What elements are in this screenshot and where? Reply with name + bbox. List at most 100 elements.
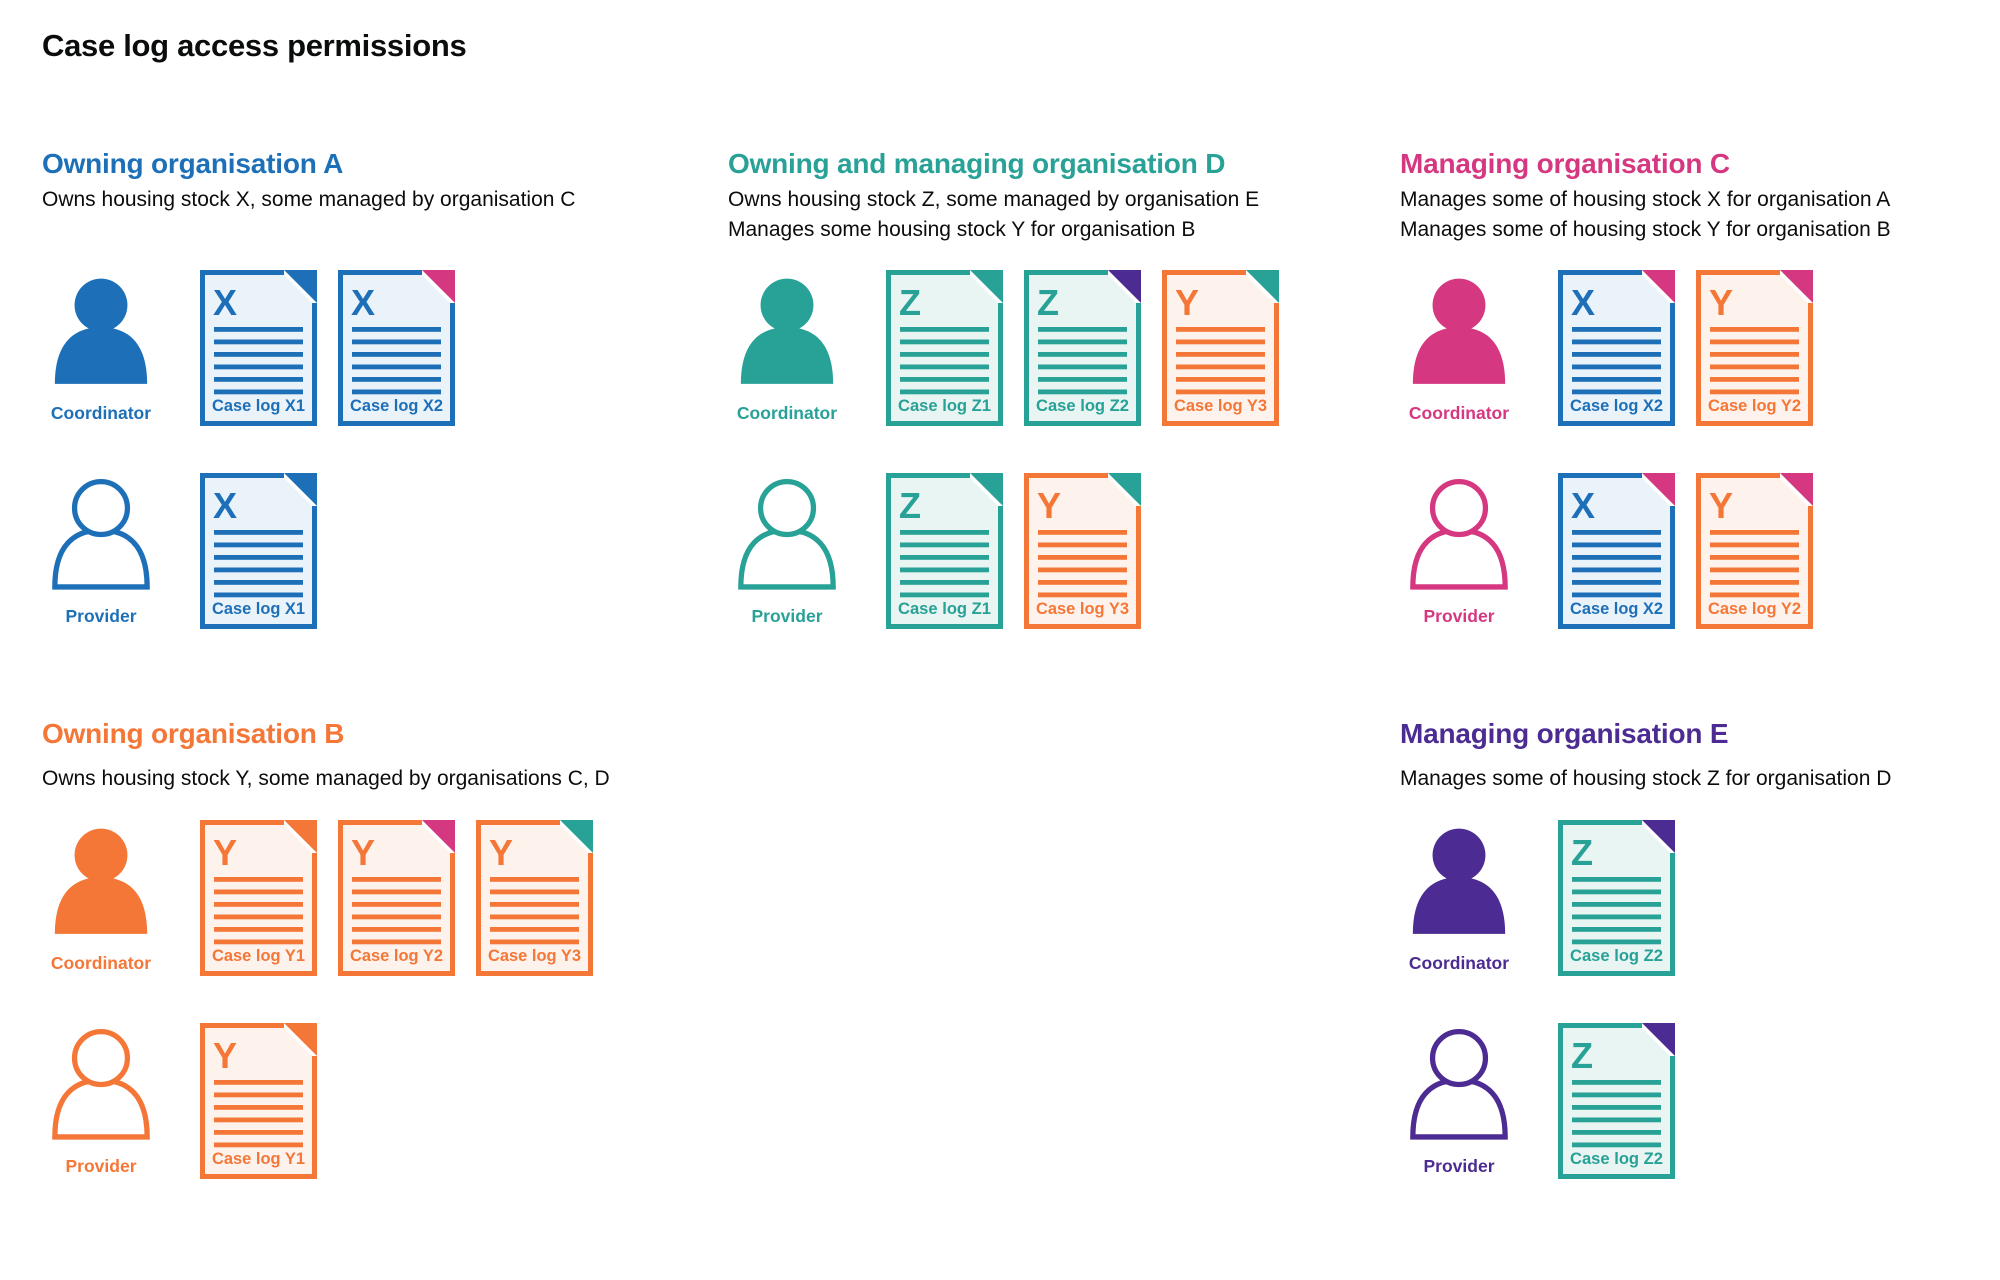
folded-corner-icon [284,270,317,303]
doc-text-lines [352,927,441,932]
case-log-doc-icon: Y Case log Y3 [1162,270,1279,426]
role-label: Coordinator [736,403,838,423]
doc-text-lines [352,902,441,907]
case-log-doc: Y Case log Y3 [1024,473,1141,629]
doc-label: Case log X2 [350,396,443,415]
doc-text-lines [1572,927,1661,932]
folded-corner-icon [422,820,455,853]
doc-text-lines [1038,327,1127,332]
doc-text-lines [214,939,303,945]
doc-text-lines [214,352,303,357]
case-log-doc-icon: Y Case log Y3 [476,820,593,976]
doc-stock-letter: Y [1037,485,1061,526]
coordinator-row: Coordinator Z Case log Z2 [1400,820,1696,976]
case-log-doc: X Case log X1 [200,473,317,629]
provider-person: Provider [728,473,846,625]
provider-person: Provider [1400,473,1518,625]
folded-corner-icon [1108,270,1141,303]
doc-text-lines [490,877,579,882]
coordinator-person: Coordinator [42,270,160,422]
org-section-org-c: Managing organisation C Manages some of … [1400,140,2000,629]
org-description: Manages some of housing stock X for orga… [1400,185,2000,245]
doc-text-lines [1038,364,1127,370]
org-section-org-b: Owning organisation B Owns housing stock… [42,690,702,1179]
doc-text-lines [1572,902,1661,907]
provider-person-icon [738,478,836,590]
folded-corner-icon [1642,820,1675,853]
doc-text-lines [1572,1080,1661,1085]
doc-stock-letter: Y [351,832,375,873]
provider-person-icon [52,1028,150,1140]
folded-corner-icon [284,473,317,506]
doc-text-lines [900,555,989,560]
doc-text-lines [214,927,303,932]
doc-label: Case log Z2 [1570,1149,1663,1168]
doc-text-lines [352,877,441,882]
case-log-doc: Y Case log Y2 [338,820,455,976]
folded-corner-icon [1780,473,1813,506]
role-label: Provider [1423,1156,1495,1176]
org-description-line: Manages some of housing stock Y for orga… [1400,218,1891,241]
folded-corner-icon [284,1023,317,1056]
doc-stock-letter: Y [1709,485,1733,526]
coordinator-person: Coordinator [728,270,846,422]
doc-text-lines [1572,580,1661,585]
doc-text-lines [490,889,579,895]
role-label: Coordinator [1408,953,1510,973]
folded-corner-icon [1642,473,1675,506]
doc-text-lines [214,914,303,920]
doc-text-lines [352,914,441,920]
case-log-doc: Y Case log Y3 [476,820,593,976]
doc-text-lines [214,1105,303,1110]
case-log-doc-icon: Y Case log Y1 [200,1023,317,1179]
role-label: Coordinator [1408,403,1510,423]
doc-text-lines [900,580,989,585]
doc-text-lines [214,1080,303,1085]
doc-text-lines [1038,592,1127,598]
org-description-line: Manages some housing stock Y for organis… [728,218,1196,241]
folded-corner-icon [1108,473,1141,506]
coordinator-person-icon [54,278,148,384]
folded-corner-icon [970,270,1003,303]
doc-text-lines [1572,1130,1661,1135]
doc-text-lines [1176,364,1265,370]
doc-text-lines [1710,377,1799,382]
folded-corner-icon [1780,270,1813,303]
doc-text-lines [214,877,303,882]
doc-text-lines [490,927,579,932]
doc-text-lines [214,580,303,585]
doc-stock-letter: Z [1571,832,1593,873]
case-log-doc: Y Case log Y1 [200,1023,317,1179]
case-log-doc: X Case log X1 [200,270,317,426]
role-label: Provider [751,606,823,626]
coordinator-row: Coordinator Z Case log Z1 Z Case log Z2 … [728,270,1300,426]
case-log-doc-icon: Z Case log Z2 [1558,820,1675,976]
doc-stock-letter: Y [213,832,237,873]
doc-text-lines [1176,377,1265,382]
doc-text-lines [1038,567,1127,573]
doc-text-lines [1572,339,1661,345]
doc-text-lines [900,339,989,345]
doc-text-lines [214,1092,303,1098]
doc-text-lines [900,567,989,573]
case-log-doc: Y Case log Y2 [1696,270,1813,426]
folded-corner-icon [284,820,317,853]
org-title: Owning organisation B [42,718,345,749]
doc-stock-letter: Z [899,485,921,526]
doc-text-lines [214,364,303,370]
doc-label: Case log X2 [1570,599,1663,618]
provider-row: Provider Z Case log Z1 Y Case log Y3 [728,473,1162,629]
org-title: Managing organisation E [1400,718,1729,749]
doc-text-lines [1572,389,1661,395]
doc-text-lines [1710,567,1799,573]
doc-text-lines [900,530,989,535]
doc-text-lines [1710,592,1799,598]
doc-text-lines [352,939,441,945]
doc-stock-letter: Y [489,832,513,873]
doc-label: Case log Z2 [1036,396,1129,415]
case-log-doc: X Case log X2 [1558,473,1675,629]
doc-label: Case log Y1 [212,1149,305,1168]
doc-text-lines [1572,889,1661,895]
doc-stock-letter: X [1571,282,1595,323]
doc-label: Case log Y3 [1174,396,1267,415]
